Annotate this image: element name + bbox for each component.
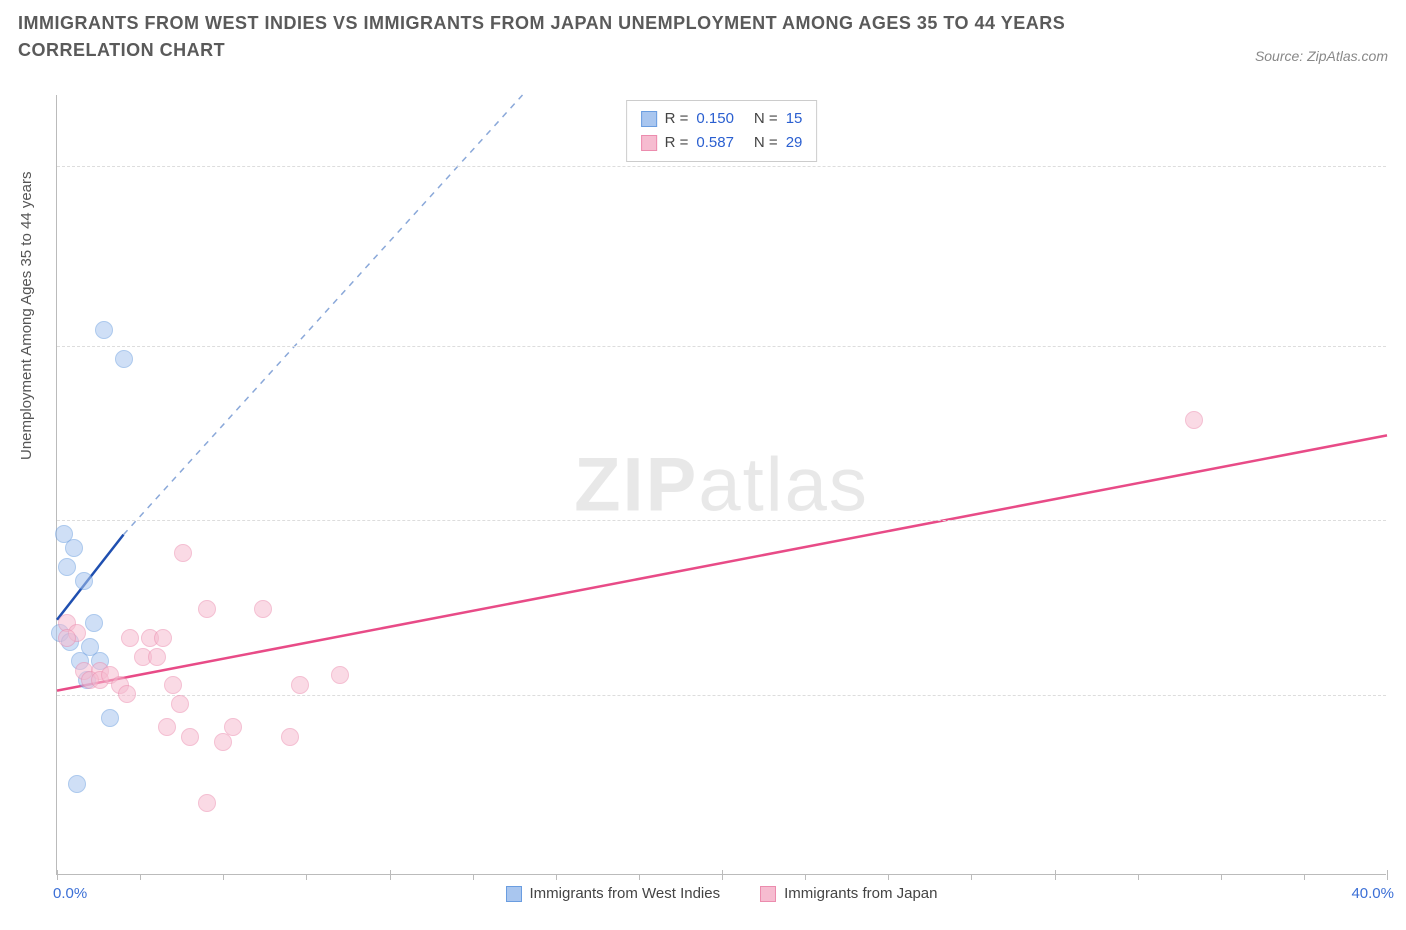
x-tick [556, 874, 557, 880]
x-axis-min-label: 0.0% [53, 885, 87, 902]
x-tick [140, 874, 141, 880]
legend-label: Immigrants from Japan [784, 885, 937, 902]
data-point [198, 600, 216, 618]
legend-item: Immigrants from Japan [760, 885, 937, 902]
gridline [57, 346, 1386, 347]
x-tick [306, 874, 307, 880]
trend-line [57, 435, 1387, 690]
data-point [58, 558, 76, 576]
x-tick [1138, 874, 1139, 880]
data-point [181, 728, 199, 746]
data-point [331, 666, 349, 684]
data-point [158, 718, 176, 736]
data-point [171, 695, 189, 713]
n-value: 29 [786, 131, 803, 155]
x-axis-max-label: 40.0% [1351, 885, 1394, 902]
legend-swatch [641, 135, 657, 151]
x-tick [390, 870, 391, 880]
scatter-chart: ZIPatlas R = 0.150N = 15R = 0.587N = 29 … [56, 95, 1386, 875]
y-tick-label: 11.2% [1393, 337, 1406, 354]
n-label: N = [754, 107, 778, 131]
x-tick [223, 874, 224, 880]
data-point [101, 709, 119, 727]
data-point [164, 676, 182, 694]
x-tick [1387, 870, 1388, 880]
data-point [115, 350, 133, 368]
x-tick [57, 870, 58, 880]
x-tick [639, 874, 640, 880]
data-point [1185, 411, 1203, 429]
y-tick-label: 3.8% [1393, 687, 1406, 704]
data-point [214, 733, 232, 751]
gridline [57, 520, 1386, 521]
legend-item: Immigrants from West Indies [506, 885, 721, 902]
data-point [291, 676, 309, 694]
n-value: 15 [786, 107, 803, 131]
legend-row: R = 0.150 N = 15 [641, 107, 803, 131]
x-tick [1055, 870, 1056, 880]
y-tick-label: 7.5% [1393, 512, 1406, 529]
data-point [118, 685, 136, 703]
data-point [174, 544, 192, 562]
data-point [154, 629, 172, 647]
data-point [281, 728, 299, 746]
r-value: 0.150 [696, 107, 734, 131]
data-point [85, 614, 103, 632]
legend-swatch [641, 111, 657, 127]
data-point [65, 539, 83, 557]
r-value: 0.587 [696, 131, 734, 155]
gridline [57, 166, 1386, 167]
y-tick-label: 15.0% [1393, 157, 1406, 174]
trend-lines [57, 95, 1386, 874]
data-point [75, 572, 93, 590]
data-point [58, 629, 76, 647]
series-legend: Immigrants from West Indies Immigrants fr… [506, 885, 938, 902]
legend-row: R = 0.587 N = 29 [641, 131, 803, 155]
data-point [121, 629, 139, 647]
x-tick [888, 874, 889, 880]
data-point [148, 648, 166, 666]
y-axis-title: Unemployment Among Ages 35 to 44 years [18, 171, 35, 460]
data-point [95, 321, 113, 339]
correlation-legend: R = 0.150 N = 15 R = 0.587 N = 29 [626, 100, 818, 162]
x-tick [722, 870, 723, 880]
x-tick [805, 874, 806, 880]
data-point [68, 775, 86, 793]
source-attribution: Source: ZipAtlas.com [1255, 48, 1388, 64]
gridline [57, 695, 1386, 696]
x-tick [1221, 874, 1222, 880]
x-tick [971, 874, 972, 880]
n-label: N = [754, 131, 778, 155]
r-label: R = [665, 107, 689, 131]
legend-label: Immigrants from West Indies [530, 885, 721, 902]
trend-line-extrapolated [124, 95, 523, 535]
legend-swatch [760, 886, 776, 902]
r-label: R = [665, 131, 689, 155]
data-point [198, 794, 216, 812]
legend-swatch [506, 886, 522, 902]
x-tick [1304, 874, 1305, 880]
x-tick [473, 874, 474, 880]
chart-title: IMMIGRANTS FROM WEST INDIES VS IMMIGRANT… [18, 10, 1118, 64]
data-point [254, 600, 272, 618]
